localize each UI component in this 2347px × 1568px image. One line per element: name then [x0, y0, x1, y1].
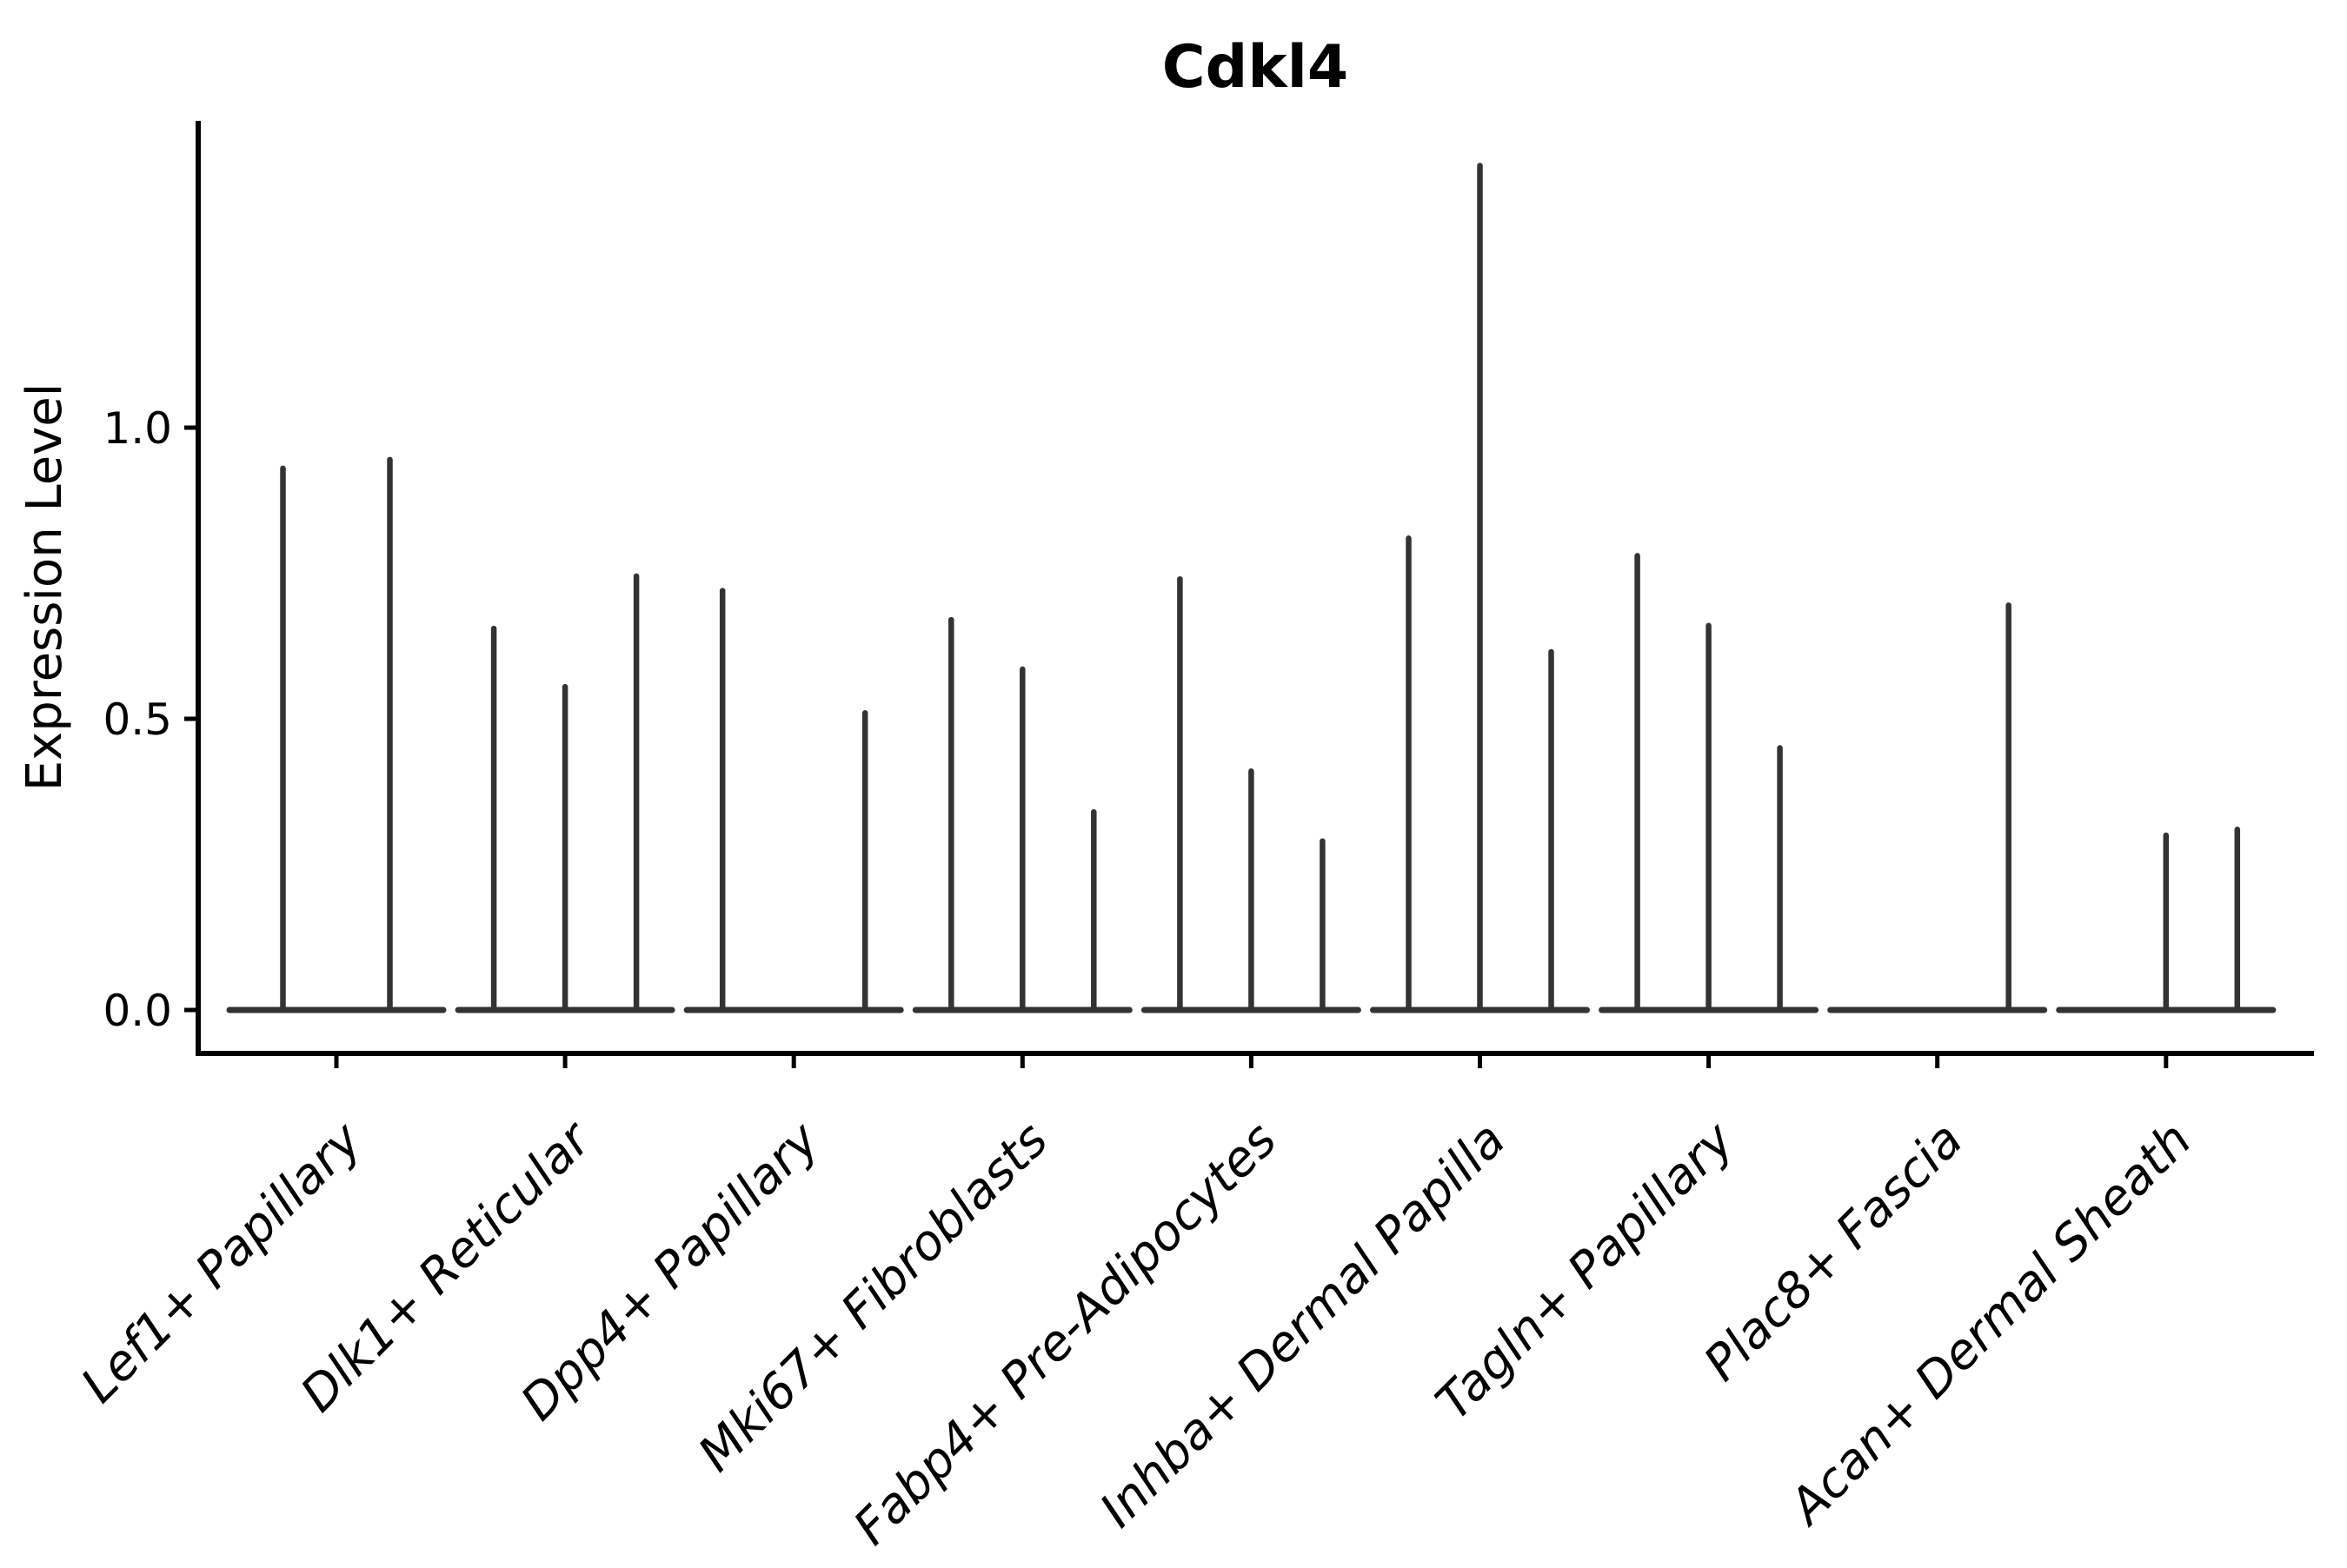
chart-title: Cdkl4 [1162, 33, 1348, 102]
x-tick-label: Fabp4+ Pre-Adipocytes [843, 1112, 1287, 1556]
y-tick-label: 0.0 [103, 986, 172, 1036]
x-tick-label: Inhba+ Dermal Papilla [1089, 1112, 1516, 1538]
y-tick-label: 1.0 [103, 403, 172, 454]
x-tick-label: Acan+ Dermal Sheath [1778, 1112, 2203, 1537]
y-axis-label: Expression Level [17, 383, 73, 792]
y-tick-label: 0.5 [103, 694, 172, 745]
